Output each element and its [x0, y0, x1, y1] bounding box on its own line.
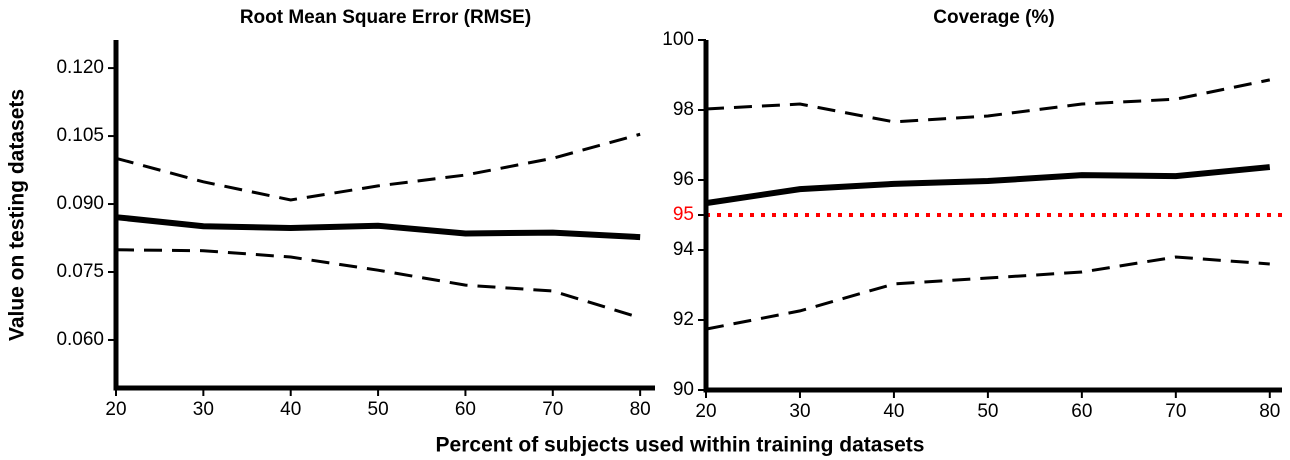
x-tick-label: 40 [280, 399, 301, 420]
chart-title: Root Mean Square Error (RMSE) [240, 7, 531, 28]
x-tick-label: 70 [542, 399, 563, 420]
x-tick-label: 20 [105, 399, 126, 420]
y-axis-label: Value on testing datasets [6, 89, 29, 341]
y-tick-label: 0.105 [56, 125, 104, 146]
dashed-line [705, 78, 1271, 124]
x-tick-label: 30 [789, 401, 810, 422]
y-tick-label: 0.060 [56, 329, 104, 350]
y-tick-label: 94 [673, 239, 695, 260]
x-tick-label: 50 [368, 399, 389, 420]
dashed-line [115, 132, 641, 202]
y-tick-label: 0.090 [56, 193, 104, 214]
dashed-line [115, 248, 641, 320]
x-tick-label: 20 [695, 401, 716, 422]
solid-line [705, 164, 1271, 207]
x-tick-label: 80 [1259, 401, 1280, 422]
y-tick-label: 92 [673, 309, 694, 330]
y-tick-label: 95 [673, 204, 694, 225]
solid-line [115, 214, 641, 241]
x-tick-label: 40 [883, 401, 904, 422]
x-tick-label: 80 [630, 399, 651, 420]
x-tick-label: 60 [1071, 401, 1092, 422]
dashed-line [705, 255, 1270, 331]
y-tick-label: 96 [673, 169, 694, 190]
y-tick-label: 0.120 [56, 57, 104, 78]
x-tick-label: 30 [193, 399, 214, 420]
chart-title: Coverage (%) [933, 7, 1054, 28]
x-tick-label: 70 [1165, 401, 1186, 422]
y-tick-label: 90 [673, 379, 694, 400]
y-tick-label: 100 [662, 29, 694, 50]
y-tick-label: 0.075 [56, 261, 104, 282]
x-axis-label: Percent of subjects used within training… [436, 434, 925, 457]
x-tick-label: 60 [455, 399, 476, 420]
y-tick-label: 98 [673, 99, 694, 120]
x-tick-label: 50 [977, 401, 998, 422]
